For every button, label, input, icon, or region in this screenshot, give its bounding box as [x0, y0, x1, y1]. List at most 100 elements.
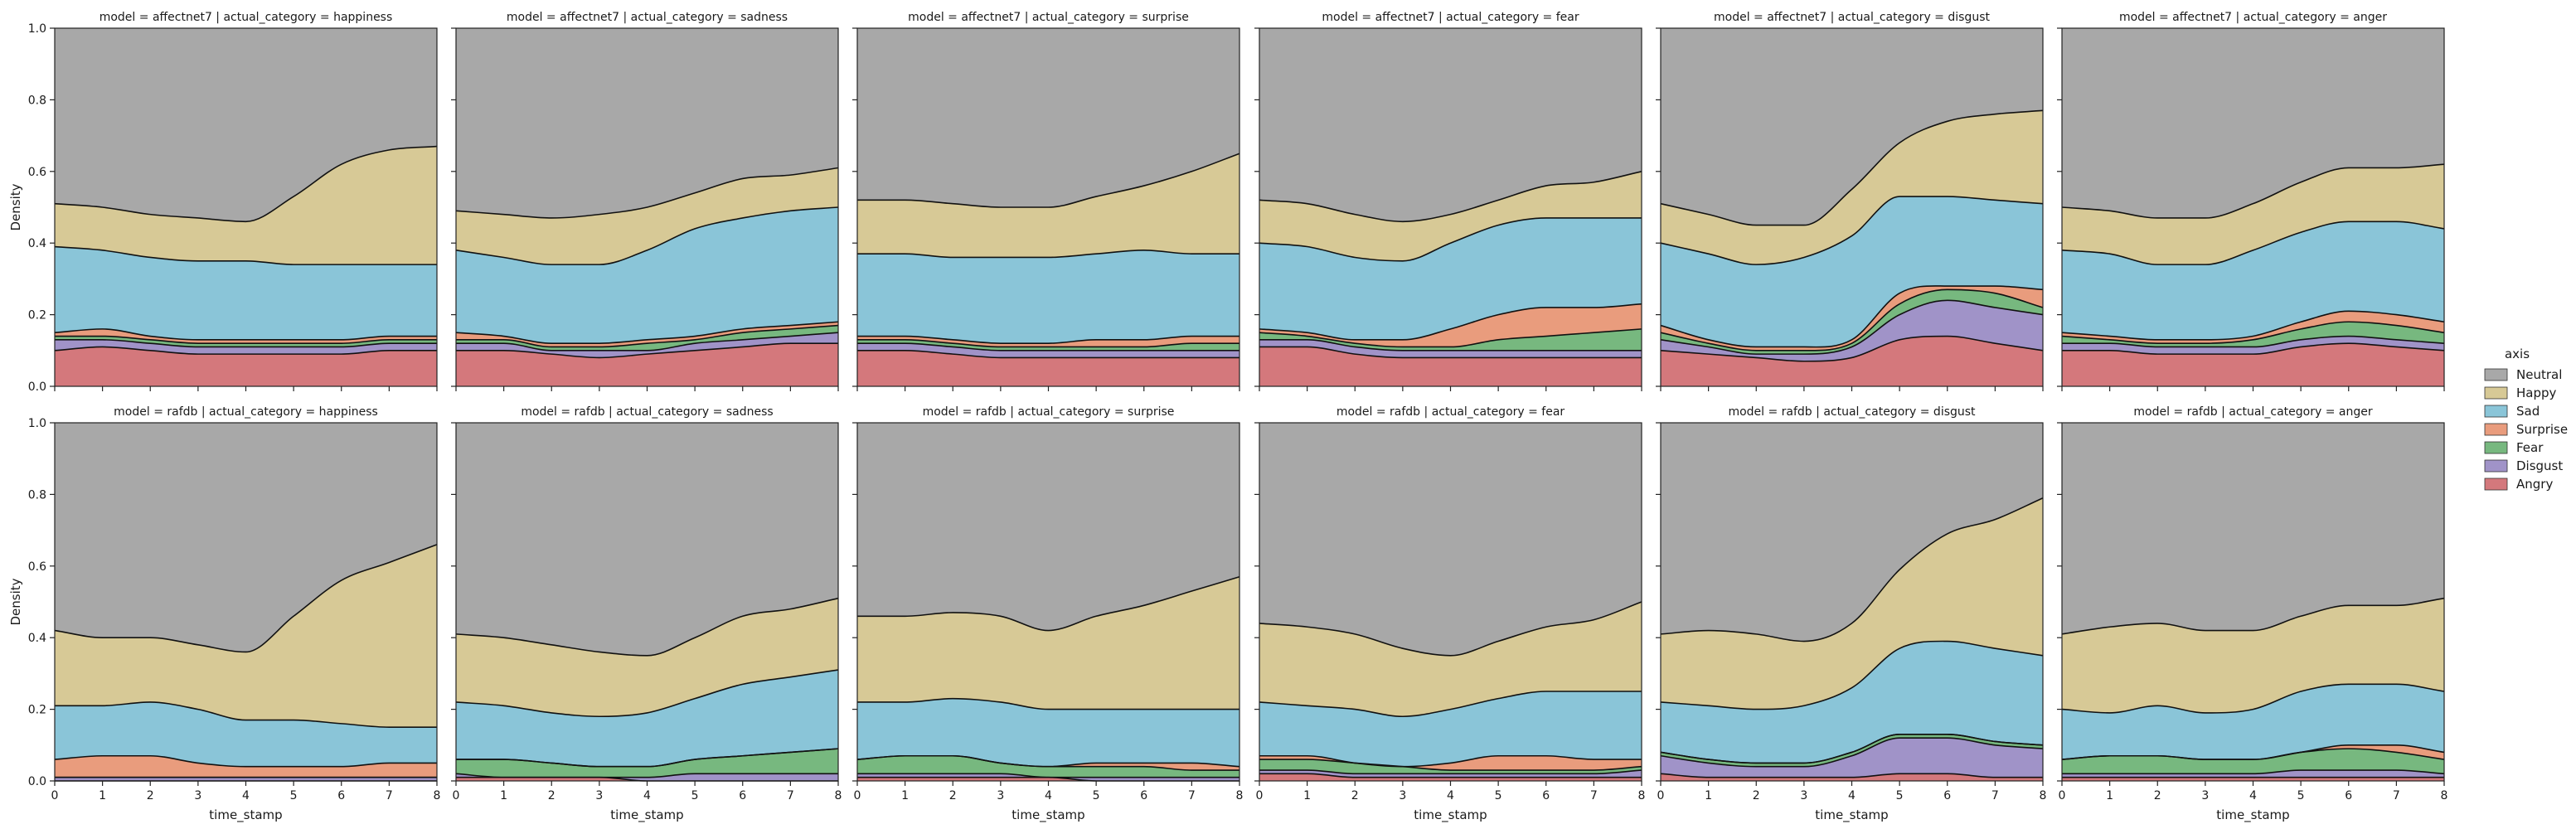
boundary-line — [857, 342, 1239, 351]
boundary-line — [857, 339, 1239, 348]
x-tick-label: 1 — [500, 789, 507, 802]
x-tick-label: 5 — [290, 789, 298, 802]
boundary-line — [456, 332, 839, 351]
area-happy — [456, 598, 838, 717]
boundary-line — [55, 339, 437, 348]
panel-title: model = rafdb | actual_category = disgus… — [1728, 405, 1976, 419]
area-neutral — [456, 28, 838, 218]
y-tick-label: 1.0 — [28, 417, 46, 430]
boundary-line — [1259, 217, 1642, 262]
panel-title: model = affectnet7 | actual_category = d… — [1714, 11, 1990, 24]
boundary-line — [1259, 171, 1642, 223]
area-happy — [1661, 497, 2043, 710]
panel-rafdb-sadness: model = rafdb | actual_category = sadnes… — [451, 405, 842, 823]
boundary-line — [856, 754, 1240, 768]
area-surprise — [857, 336, 1239, 347]
boundary-line — [1660, 285, 2044, 348]
area-sad — [1661, 641, 2043, 764]
area-disgust — [857, 773, 1239, 781]
legend-label-surprise: Surprise — [2516, 422, 2568, 437]
area-fear — [1259, 328, 1642, 351]
area-disgust — [2062, 336, 2444, 355]
panel-title: model = rafdb | actual_category = anger — [2133, 405, 2372, 419]
x-tick-label: 8 — [1236, 789, 1244, 802]
x-tick-label: 0 — [453, 789, 460, 802]
area-fear — [857, 339, 1239, 351]
panel-affectnet7-surprise: model = affectnet7 | actual_category = s… — [852, 11, 1240, 391]
area-surprise — [2062, 311, 2444, 344]
boundary-line — [1259, 328, 1642, 348]
panel-rafdb-disgust: model = rafdb | actual_category = disgus… — [1656, 405, 2046, 823]
legend-swatch-disgust — [2484, 459, 2508, 473]
area-disgust — [55, 777, 437, 781]
area-angry — [1661, 336, 2043, 386]
y-tick-label: 1.0 — [28, 22, 46, 36]
legend-swatch-surprise — [2484, 423, 2508, 436]
boundary-line — [1259, 303, 1642, 341]
area-disgust — [456, 332, 838, 358]
area-happy — [857, 153, 1239, 258]
boundary-line — [455, 321, 839, 344]
boundary-line — [1660, 737, 2044, 768]
area-neutral — [857, 423, 1239, 631]
area-disgust — [1259, 339, 1642, 358]
x-tick-label: 7 — [1188, 789, 1196, 802]
x-tick-label: 6 — [1140, 789, 1147, 802]
area-sad — [857, 250, 1239, 344]
boundary-line — [1259, 769, 1642, 775]
boundary-line — [55, 701, 437, 729]
x-tick-label: 0 — [1657, 789, 1665, 802]
boundary-line — [2061, 744, 2445, 760]
boundary-line — [54, 335, 437, 344]
x-tick-label: 5 — [2297, 789, 2305, 802]
boundary-line — [456, 342, 838, 359]
area-fear — [2062, 322, 2444, 347]
panel-affectnet7-fear: model = affectnet7 | actual_category = f… — [1254, 11, 1642, 391]
legend-label-sad: Sad — [2516, 404, 2540, 419]
legend-title: axis — [2505, 347, 2530, 361]
legend-swatch-angry — [2484, 478, 2508, 491]
panel-affectnet7-disgust: model = affectnet7 | actual_category = d… — [1656, 11, 2044, 391]
x-tick-label: 7 — [386, 789, 393, 802]
panel-rafdb-anger: model = rafdb | actual_category = anger 0… — [2057, 405, 2447, 823]
area-neutral — [1259, 423, 1642, 656]
y-tick-label: 0.2 — [28, 704, 46, 717]
area-sad — [2062, 684, 2444, 760]
area-happy — [1661, 110, 2043, 265]
boundary-line — [1660, 640, 2044, 710]
x-tick-label: 5 — [1896, 789, 1904, 802]
panel-title: model = rafdb | actual_category = surpri… — [923, 405, 1175, 419]
x-tick-label: 6 — [2345, 789, 2352, 802]
panel-affectnet7-happiness: model = affectnet7 | actual_category = h… — [8, 11, 438, 394]
area-happy — [2062, 164, 2444, 265]
boundary-line — [856, 335, 1239, 344]
x-tick-label: 4 — [643, 789, 651, 802]
legend-label-disgust: Disgust — [2516, 458, 2563, 473]
boundary-line — [856, 697, 1239, 710]
boundary-line — [54, 145, 438, 223]
legend: axis Neutral Happy Sad Surprise Fear Disgust A… — [2484, 347, 2568, 492]
boundary-line — [455, 206, 839, 265]
x-tick-label: 5 — [1093, 789, 1100, 802]
area-disgust — [1661, 738, 2043, 778]
x-tick-label: 1 — [99, 789, 106, 802]
area-angry — [1259, 347, 1642, 386]
x-tick-label: 5 — [1495, 789, 1502, 802]
x-tick-label: 7 — [787, 789, 794, 802]
x-tick-label: 6 — [337, 789, 345, 802]
x-axis-label: time_stamp — [1815, 807, 1888, 823]
x-tick-label: 3 — [194, 789, 201, 802]
legend-label-happy: Happy — [2516, 385, 2557, 400]
x-tick-label: 4 — [1447, 789, 1454, 802]
boundary-line — [1660, 335, 2044, 362]
area-happy — [1259, 171, 1642, 261]
panel-rafdb-happiness: model = rafdb | actual_category = happin… — [8, 405, 440, 823]
area-sad — [1259, 217, 1642, 340]
x-tick-label: 4 — [1045, 789, 1052, 802]
area-sad — [2062, 221, 2444, 340]
x-tick-label: 4 — [242, 789, 250, 802]
boundary-line — [2061, 769, 2445, 775]
x-tick-label: 8 — [1638, 789, 1646, 802]
boundary-line — [54, 754, 437, 768]
area-surprise — [456, 322, 838, 347]
